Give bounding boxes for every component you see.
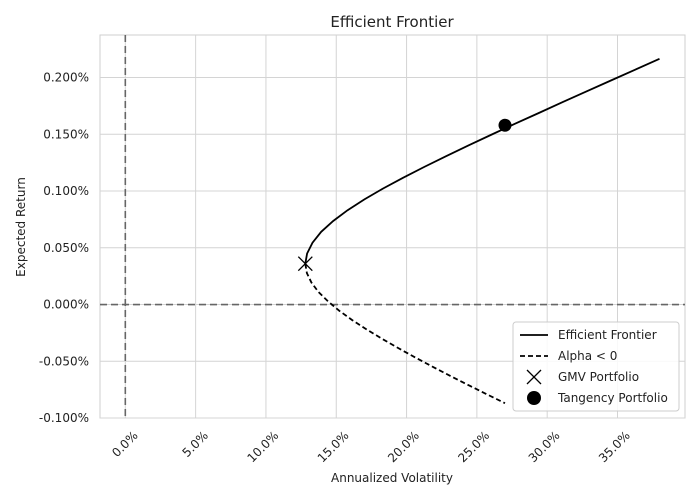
x-axis-label: Annualized Volatility — [331, 471, 453, 485]
legend-label-gmv: GMV Portfolio — [558, 370, 639, 384]
tangency-portfolio-marker — [498, 118, 512, 132]
legend: Efficient Frontier Alpha < 0 GMV Portfol… — [512, 321, 680, 412]
legend-swatch-gmv — [526, 369, 542, 385]
y-tick-label: 0.150% — [43, 127, 89, 141]
efficient-frontier-line — [304, 57, 660, 264]
marker-layer — [297, 118, 512, 272]
legend-label-alpha: Alpha < 0 — [558, 349, 617, 363]
y-tick-label: -0.050% — [39, 354, 89, 368]
y-tick-label: 0.050% — [43, 241, 89, 255]
y-tick-label: 0.000% — [43, 298, 89, 312]
legend-label-efficient-frontier: Efficient Frontier — [558, 328, 657, 342]
y-tick-label: 0.100% — [43, 184, 89, 198]
legend-box — [512, 321, 680, 412]
legend-label-tangency: Tangency Portfolio — [557, 391, 668, 405]
y-tick-labels: -0.100% -0.050% 0.000% 0.050% 0.100% 0.150% 0.… — [39, 71, 89, 425]
alpha-negative-line — [304, 263, 506, 405]
y-tick-label: -0.100% — [39, 411, 89, 425]
reference-lines — [100, 35, 685, 418]
gmv-marker-stroke — [297, 256, 313, 272]
legend-swatch-tangency — [527, 391, 541, 405]
y-axis-label: Expected Return — [14, 177, 28, 277]
chart-title: Efficient Frontier — [330, 13, 454, 31]
y-tick-label: 0.200% — [43, 71, 89, 85]
gmv-portfolio-marker — [297, 256, 313, 272]
series-layer — [304, 57, 660, 405]
